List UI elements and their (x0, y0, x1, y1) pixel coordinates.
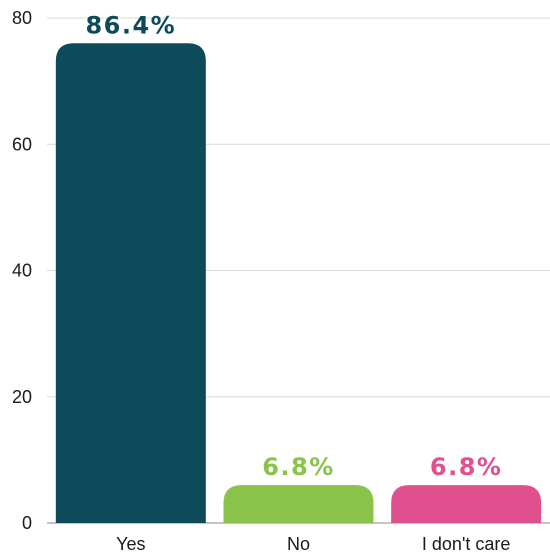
bar-i-don-t-care (391, 485, 542, 523)
y-tick-label: 80 (12, 8, 32, 28)
x-tick-label: No (287, 534, 310, 554)
x-axis-category-labels: Yes No I don't care (116, 534, 510, 554)
y-tick-label: 20 (12, 387, 32, 407)
bars (55, 43, 542, 523)
y-tick-label: 60 (12, 134, 32, 154)
data-label: 86.4% (85, 11, 176, 39)
y-axis-tick-labels: 0 20 40 60 80 (12, 8, 32, 533)
y-tick-label: 40 (12, 261, 32, 281)
data-labels: 86.4% 6.8% 6.8% (85, 11, 503, 481)
x-tick-label: I don't care (422, 534, 511, 554)
bar-yes (55, 43, 206, 523)
bar-no (223, 485, 374, 523)
x-tick-label: Yes (116, 534, 145, 554)
y-tick-label: 0 (22, 513, 32, 533)
data-label: 6.8% (430, 453, 503, 481)
data-label: 6.8% (262, 453, 335, 481)
